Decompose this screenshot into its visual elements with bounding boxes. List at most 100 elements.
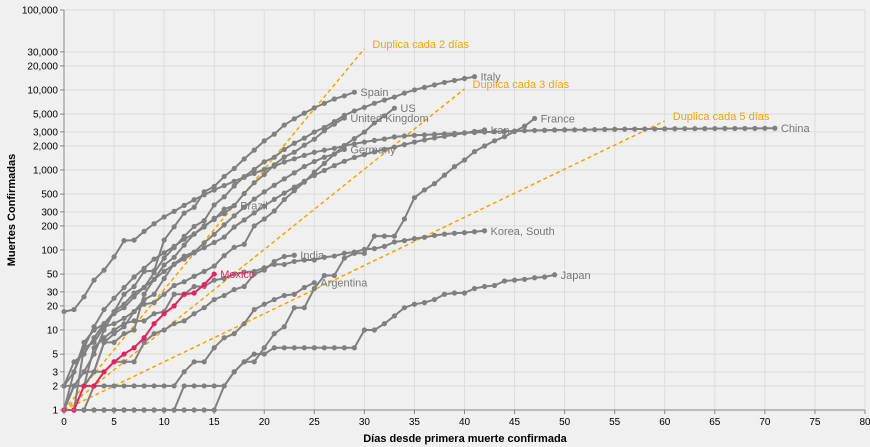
data-point [421,187,428,193]
data-point [71,306,77,313]
y-tick-label: 3 [52,367,58,378]
series-line [63,117,345,411]
data-point [311,158,317,165]
data-point [141,383,147,389]
data-point [772,125,778,131]
data-point [121,284,127,291]
x-tick-label: 70 [759,417,771,428]
data-point [101,267,107,273]
data-point [241,190,247,197]
data-point [251,306,257,313]
data-point [201,189,207,195]
series-label: Argentina [320,278,368,290]
y-axis-title: Muertes Confirmadas [6,154,18,266]
series-label: Korea, South [491,226,555,238]
series-label: Spain [360,87,388,99]
data-point [321,254,327,260]
y-tick-label: 10,000 [27,86,58,97]
data-point [191,223,197,230]
data-point [491,129,498,135]
data-point [271,345,277,351]
data-point [161,291,167,297]
x-tick-label: 10 [159,417,171,428]
data-point [281,159,287,165]
data-point [712,125,718,132]
data-point [161,327,167,333]
data-point [521,123,528,129]
data-point [732,125,738,132]
data-point [231,202,237,209]
data-point [271,154,277,160]
data-point [421,137,428,143]
data-point [531,127,538,134]
data-point [451,77,458,84]
y-tick-label: 2,000 [33,141,58,152]
data-point [481,283,488,290]
data-point [141,318,147,324]
data-point [291,305,297,311]
data-point [311,280,317,286]
data-point [151,300,157,306]
data-point [261,166,267,173]
data-point [692,126,698,132]
data-point [121,359,127,365]
data-point [101,306,107,313]
data-point [331,151,337,157]
data-point [521,276,528,282]
data-point [271,296,277,303]
data-point [151,276,157,282]
data-point [401,238,408,244]
data-point [121,321,127,327]
data-point [221,292,227,299]
data-point [391,233,398,239]
data-point [331,163,337,169]
data-point [261,159,267,165]
data-point [261,216,267,222]
data-point [121,238,127,244]
data-point [271,331,277,337]
data-point [241,204,247,210]
data-point [371,233,377,239]
data-point [291,184,297,190]
data-point [331,145,337,151]
data-point [321,160,327,167]
data-point [281,324,287,330]
data-point [351,249,357,255]
data-point [181,242,187,248]
data-point [171,254,177,260]
data-point [91,324,97,330]
series-brazil [61,202,237,413]
data-point [301,135,307,141]
data-point [141,296,147,303]
data-point [151,383,157,389]
data-point [281,196,287,203]
data-point [291,156,297,162]
data-point [251,147,257,153]
reference-line [63,88,465,411]
data-point [361,104,367,110]
data-point [161,275,167,282]
y-tick-label: 2 [52,381,58,392]
data-point [251,170,257,176]
data-point [592,126,598,133]
data-point [341,115,347,121]
data-point [121,383,127,389]
data-point [131,327,137,333]
data-point [341,142,347,149]
data-point [451,290,458,296]
data-point [261,203,267,209]
data-point [451,230,458,236]
series-label: Iran [491,125,510,137]
data-point [181,210,187,216]
data-point [151,291,157,297]
data-point [612,126,618,132]
data-point [381,233,387,239]
data-point [401,133,408,139]
data-point [311,149,317,155]
data-point [191,249,197,255]
data-point [552,272,558,278]
x-tick-label: 35 [409,417,421,428]
data-point [211,216,217,223]
data-point [401,142,408,148]
data-point [602,126,608,132]
